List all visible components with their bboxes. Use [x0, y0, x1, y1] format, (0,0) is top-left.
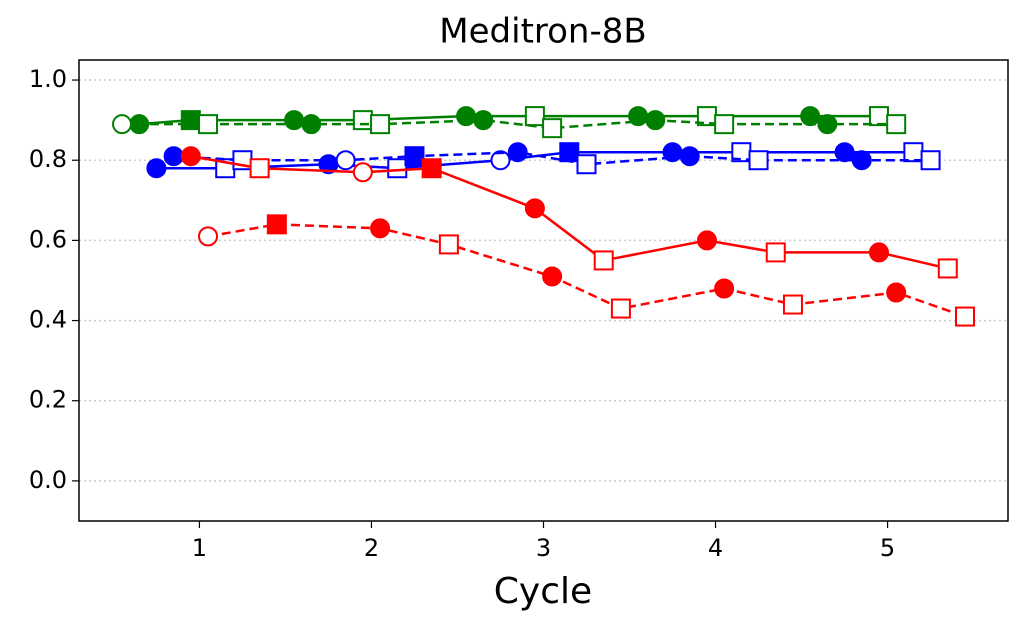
y-tick-label: 0.0	[29, 466, 67, 494]
series	[198, 214, 975, 327]
plot-frame	[78, 59, 1009, 522]
point	[352, 110, 373, 131]
point	[920, 150, 941, 171]
series	[129, 106, 889, 135]
series	[180, 146, 958, 279]
point	[335, 150, 356, 171]
y-tick-label: 0.2	[29, 386, 67, 414]
point	[954, 306, 975, 327]
line	[173, 150, 931, 166]
point	[438, 234, 459, 255]
point	[198, 226, 219, 247]
point	[782, 294, 803, 315]
point	[714, 114, 735, 135]
y-tick-label: 0.4	[29, 306, 67, 334]
point	[284, 110, 305, 131]
point	[524, 198, 545, 219]
point	[370, 114, 391, 135]
point	[868, 242, 889, 263]
point	[645, 110, 666, 131]
point	[903, 142, 924, 163]
point	[851, 150, 872, 171]
y-tick-label: 0.8	[29, 145, 67, 173]
line	[190, 154, 949, 270]
point	[817, 114, 838, 135]
point	[886, 282, 907, 303]
point	[146, 158, 167, 179]
point	[387, 158, 408, 179]
point	[473, 110, 494, 131]
point	[370, 218, 391, 239]
point	[180, 110, 201, 131]
line	[122, 118, 897, 130]
point	[593, 250, 614, 271]
point	[576, 154, 597, 175]
chart-title: Meditron-8B	[439, 12, 646, 52]
point	[456, 106, 477, 127]
point	[112, 114, 133, 135]
point	[507, 142, 528, 163]
point	[886, 114, 907, 135]
x-tick-label: 4	[708, 534, 723, 562]
series	[112, 110, 907, 139]
point	[800, 106, 821, 127]
line	[207, 223, 966, 318]
point	[404, 146, 425, 167]
point	[524, 106, 545, 127]
x-tick-label: 5	[880, 534, 895, 562]
point	[610, 298, 631, 319]
point	[714, 278, 735, 299]
line	[156, 150, 914, 170]
point	[301, 114, 322, 135]
point	[748, 150, 769, 171]
point	[696, 230, 717, 251]
x-tick-label: 3	[536, 534, 551, 562]
point	[542, 266, 563, 287]
point	[937, 258, 958, 279]
point	[765, 242, 786, 263]
point	[352, 162, 373, 183]
line	[139, 114, 879, 126]
y-tick-label: 1.0	[29, 65, 67, 93]
y-tick-label: 0.6	[29, 225, 67, 253]
point	[490, 150, 511, 171]
point	[421, 158, 442, 179]
point	[163, 146, 184, 167]
point	[559, 142, 580, 163]
point	[249, 158, 270, 179]
point	[266, 214, 287, 235]
point	[834, 142, 855, 163]
x-axis-label: Cycle	[494, 571, 592, 612]
x-tick-label: 2	[364, 534, 379, 562]
point	[868, 106, 889, 127]
point	[679, 146, 700, 167]
point	[542, 118, 563, 139]
point	[198, 114, 219, 135]
point	[180, 146, 201, 167]
x-tick-label: 1	[192, 534, 207, 562]
